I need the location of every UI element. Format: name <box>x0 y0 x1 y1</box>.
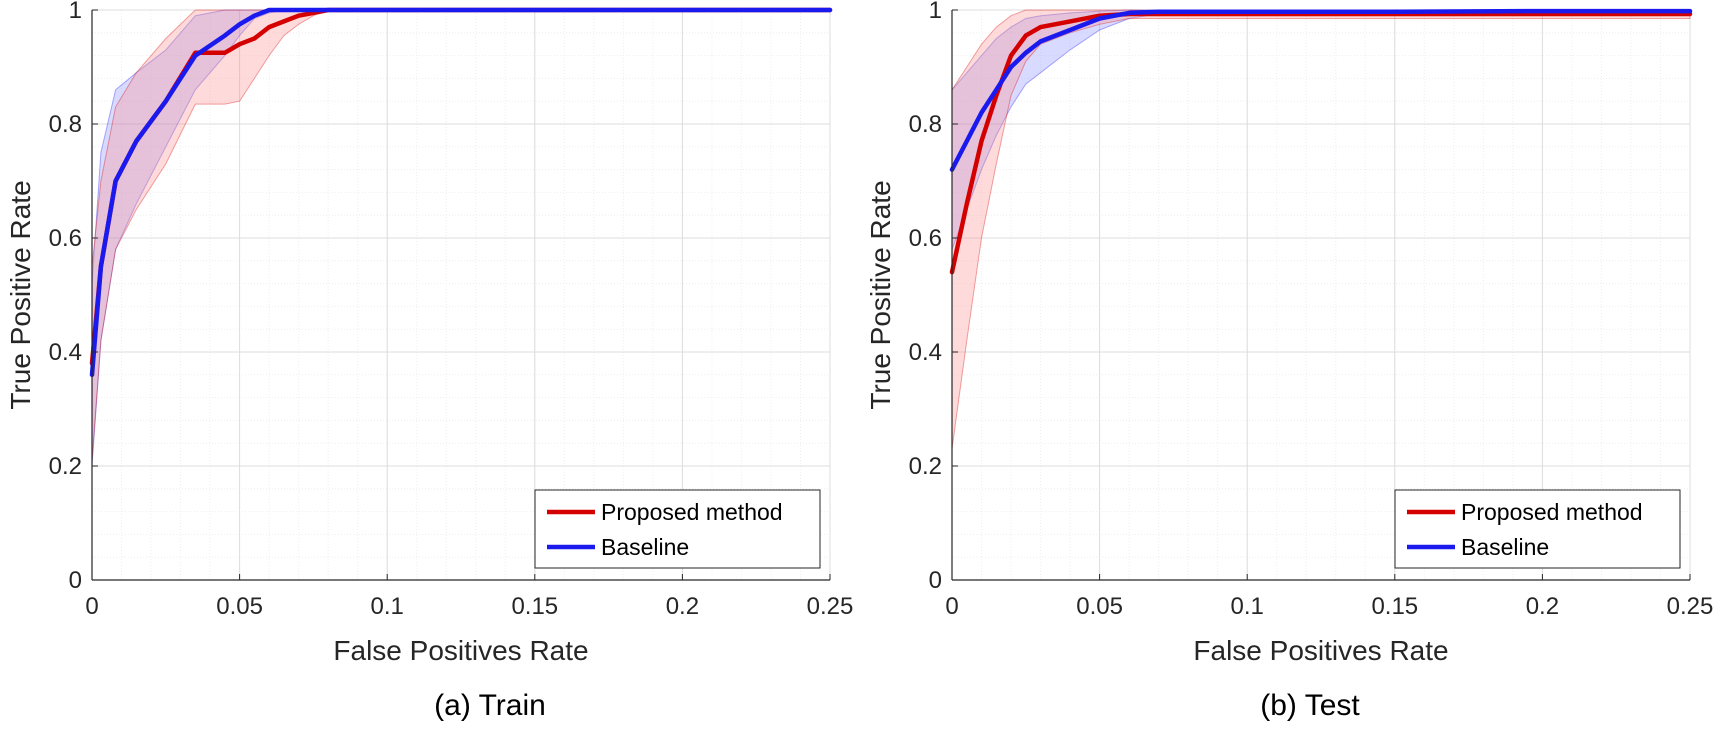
y-tick-label: 0.2 <box>909 453 942 480</box>
x-tick-label: 0.1 <box>1231 593 1264 620</box>
legend: Proposed method Baseline <box>1394 489 1681 569</box>
series-line-baseline <box>89 7 833 378</box>
y-tick-label: 0 <box>929 567 942 594</box>
plot-area <box>92 10 830 580</box>
y-tick-label: 0.2 <box>49 453 82 480</box>
chart-panel-test: 0 0.05 0.1 0.15 0.2 0.25 0 0.2 0.4 0.6 0.8 1 False P… <box>865 0 1713 722</box>
legend-box <box>534 489 821 569</box>
x-tick-label: 0.25 <box>807 593 854 620</box>
y-tick-label: 1 <box>69 0 82 24</box>
y-axis-label: True Positive Rate <box>865 180 896 409</box>
y-tick-label: 1 <box>929 0 942 24</box>
legend-label-proposed: Proposed method <box>601 499 783 525</box>
chart-panel-train: 0 0.05 0.1 0.15 0.2 0.25 0 0.2 0.4 0.6 0.8 1 False P… <box>5 0 853 722</box>
x-tick-label: 0.05 <box>1076 593 1123 620</box>
plot-area <box>952 10 1690 580</box>
x-tick-label: 0.2 <box>1526 593 1559 620</box>
x-axis-label: False Positives Rate <box>1193 635 1448 666</box>
x-tick-label: 0.2 <box>666 593 699 620</box>
x-axis-label: False Positives Rate <box>333 635 588 666</box>
y-tick-label: 0.8 <box>909 111 942 138</box>
legend-label-baseline: Baseline <box>601 534 689 560</box>
x-tick-label: 0 <box>85 593 98 620</box>
legend-label-baseline: Baseline <box>1461 534 1549 560</box>
y-tick-label: 0.4 <box>49 339 82 366</box>
x-tick-label: 0.25 <box>1667 593 1714 620</box>
panel-caption: (b) Test <box>1260 689 1360 722</box>
y-tick-label: 0.8 <box>49 111 82 138</box>
series-line-proposed <box>949 11 1693 275</box>
x-tick-label: 0.15 <box>1371 593 1418 620</box>
y-axis-label: True Positive Rate <box>5 180 36 409</box>
y-tick-label: 0.6 <box>909 225 942 252</box>
x-tick-label: 0 <box>945 593 958 620</box>
legend: Proposed method Baseline <box>534 489 821 569</box>
y-tick-label: 0.6 <box>49 225 82 252</box>
y-tick-label: 0 <box>69 567 82 594</box>
panel-caption: (a) Train <box>434 689 546 722</box>
legend-label-proposed: Proposed method <box>1461 499 1643 525</box>
x-tick-label: 0.15 <box>511 593 558 620</box>
x-tick-label: 0.05 <box>216 593 263 620</box>
legend-box <box>1394 489 1681 569</box>
y-tick-label: 0.4 <box>909 339 942 366</box>
series-line-baseline <box>949 8 1693 172</box>
x-tick-label: 0.1 <box>371 593 404 620</box>
